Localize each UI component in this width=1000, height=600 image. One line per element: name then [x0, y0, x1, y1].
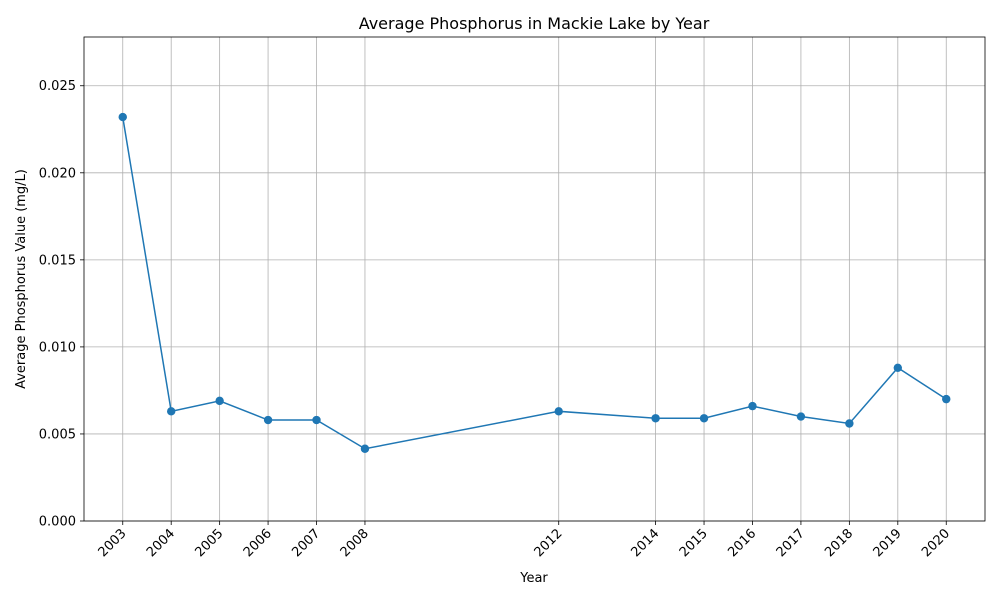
y-tick-label: 0.000 [39, 515, 76, 530]
x-tick-label: 2005 [192, 526, 226, 560]
y-tick-label: 0.010 [39, 340, 76, 355]
y-tick-label: 0.025 [39, 79, 76, 94]
x-tick-label: 2016 [725, 526, 759, 560]
x-tick-label: 2014 [628, 526, 662, 560]
x-tick-label: 2018 [822, 526, 856, 560]
data-point [263, 415, 273, 425]
data-point [554, 407, 563, 416]
data-point [699, 414, 709, 423]
x-tick-label: 2017 [774, 526, 808, 560]
x-tick-label: 2019 [871, 526, 905, 560]
axes [80, 36, 986, 525]
series-layer [118, 112, 951, 453]
y-tick-label: 0.020 [39, 166, 76, 181]
x-tick-label: 2015 [677, 526, 711, 560]
x-tick-label: 2003 [96, 526, 130, 560]
data-point [845, 419, 854, 428]
tick-labels: 2003 2004 2005 2006 2007 2008 2012 2014 2015 2016… [39, 79, 953, 560]
data-point [166, 407, 176, 416]
data-point [118, 112, 127, 122]
data-point [312, 415, 321, 425]
x-tick-label: 2020 [919, 526, 953, 560]
grid-lines [84, 37, 985, 522]
series-line [122, 116, 947, 450]
x-tick-label: 2008 [338, 526, 372, 560]
x-axis-label: Year [519, 571, 548, 586]
data-point [942, 394, 951, 404]
x-tick-label: 2006 [241, 526, 275, 560]
chart-title: Average Phosphorus in Mackie Lake by Yea… [359, 14, 710, 33]
data-point [215, 396, 224, 406]
x-tick-label: 2007 [289, 526, 323, 560]
x-tick-label: 2012 [532, 526, 566, 560]
x-tick-label: 2004 [144, 526, 178, 560]
plot-frame [83, 36, 986, 522]
y-axis-label: Average Phosphorus Value (mg/L) [14, 169, 29, 389]
data-point [893, 363, 903, 372]
data-point [796, 412, 806, 421]
data-point [360, 444, 370, 453]
y-tick-label: 0.015 [39, 253, 76, 268]
y-tick-label: 0.005 [39, 427, 76, 442]
data-point [748, 401, 757, 411]
data-point [651, 414, 660, 423]
